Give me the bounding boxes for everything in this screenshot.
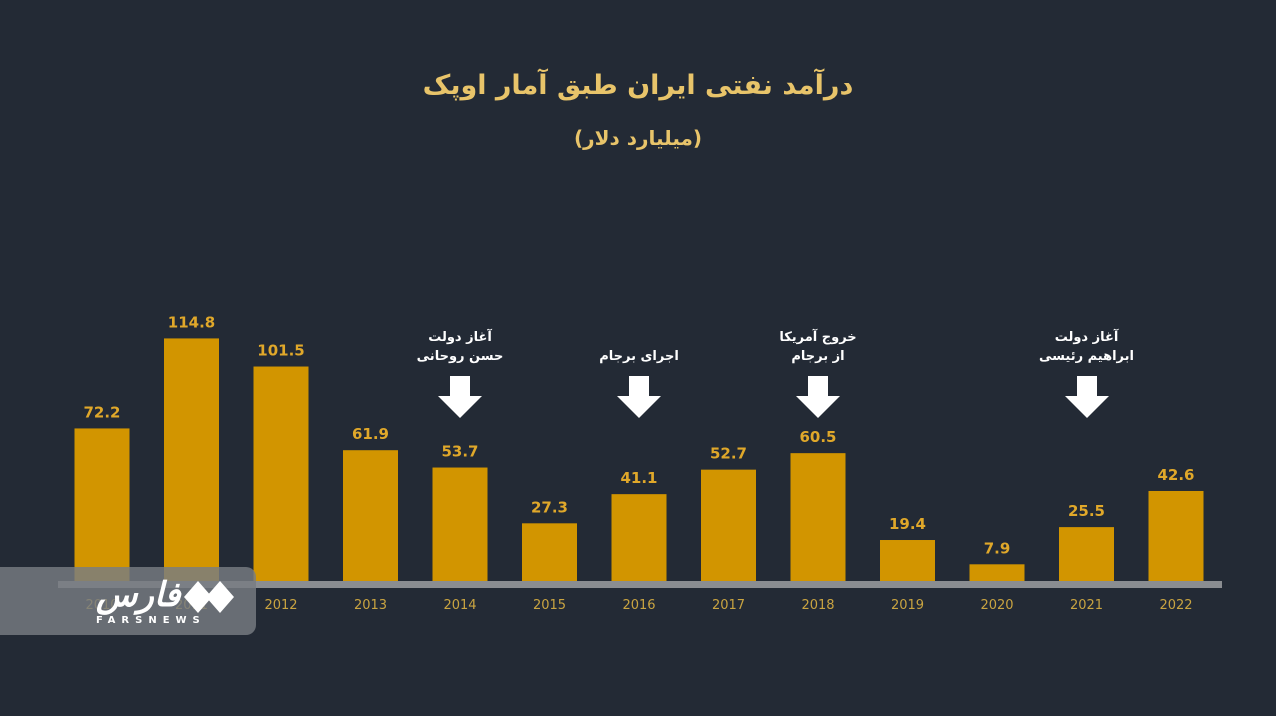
bar-2014: [432, 467, 488, 581]
value-label-2013: 61.9: [352, 425, 389, 443]
x-tick-2014: 2014: [443, 598, 476, 613]
watermark-brand: فارس: [96, 575, 181, 615]
bar-2021: [1059, 527, 1114, 581]
down-arrow-icon: [1064, 376, 1109, 418]
chart-title: درآمد نفتی ایران طبق آمار اوپک: [422, 70, 854, 101]
annotation-line: آغاز دولت: [1054, 330, 1119, 345]
bar-2017: [701, 469, 756, 581]
bar-2022: [1148, 490, 1204, 581]
x-tick-2017: 2017: [712, 598, 745, 613]
value-label-2017: 52.7: [710, 445, 747, 463]
chart-subtitle: (میلیارد دلار): [573, 126, 703, 150]
value-label-2010: 72.2: [83, 403, 120, 421]
annotation-2018: خروج آمریکا از برجام: [738, 328, 898, 366]
bar-2010: [74, 428, 130, 581]
value-label-2022: 42.6: [1157, 466, 1194, 484]
x-tick-2012: 2012: [264, 598, 297, 613]
bar-2018: [790, 453, 846, 581]
annotation-line: حسن روحانی: [416, 349, 504, 364]
bar-2019: [880, 540, 935, 581]
annotation-line: ابراهیم رئیسی: [1039, 349, 1134, 364]
value-label-2021: 25.5: [1068, 502, 1105, 520]
annotation-2021: آغاز دولت ابراهیم رئیسی: [1007, 328, 1167, 366]
annotation-line: آغاز دولت: [428, 330, 492, 345]
bar-2020: [969, 564, 1025, 581]
x-tick-2019: 2019: [891, 598, 924, 613]
bar-2012: [253, 366, 309, 581]
farsnews-watermark: فارس FARSNEWS: [0, 567, 256, 635]
annotation-line: اجرای برجام: [599, 349, 679, 364]
watermark-sub: FARSNEWS: [96, 615, 206, 626]
annotation-2014: آغاز دولت حسن روحانی: [380, 328, 540, 366]
down-arrow-icon: [796, 376, 840, 418]
value-label-2012: 101.5: [257, 342, 304, 360]
value-label-2016: 41.1: [620, 469, 657, 487]
down-arrow-icon: [438, 376, 482, 418]
x-tick-2013: 2013: [354, 598, 387, 613]
x-tick-2018: 2018: [801, 598, 834, 613]
bar-2015: [522, 523, 577, 581]
x-tick-2016: 2016: [622, 598, 655, 613]
bar-2011: [164, 338, 219, 581]
x-tick-2021: 2021: [1070, 598, 1103, 613]
bar-2013: [343, 450, 398, 581]
x-axis-line: [58, 581, 1222, 588]
x-tick-2015: 2015: [533, 598, 566, 613]
bar-2016: [611, 494, 667, 581]
annotation-line: از برجام: [791, 349, 845, 364]
annotation-2016: اجرای برجام: [559, 347, 719, 366]
x-tick-2022: 2022: [1159, 598, 1192, 613]
value-label-2015: 27.3: [531, 498, 568, 516]
value-label-2020: 7.9: [984, 539, 1011, 557]
value-label-2018: 60.5: [799, 428, 836, 446]
down-arrow-icon: [617, 376, 661, 418]
value-label-2014: 53.7: [441, 443, 478, 461]
value-label-2011: 114.8: [168, 313, 215, 331]
annotation-line: خروج آمریکا: [779, 330, 857, 345]
value-label-2019: 19.4: [889, 515, 926, 533]
x-tick-2020: 2020: [980, 598, 1013, 613]
farsnews-logo-icon: [184, 581, 234, 613]
